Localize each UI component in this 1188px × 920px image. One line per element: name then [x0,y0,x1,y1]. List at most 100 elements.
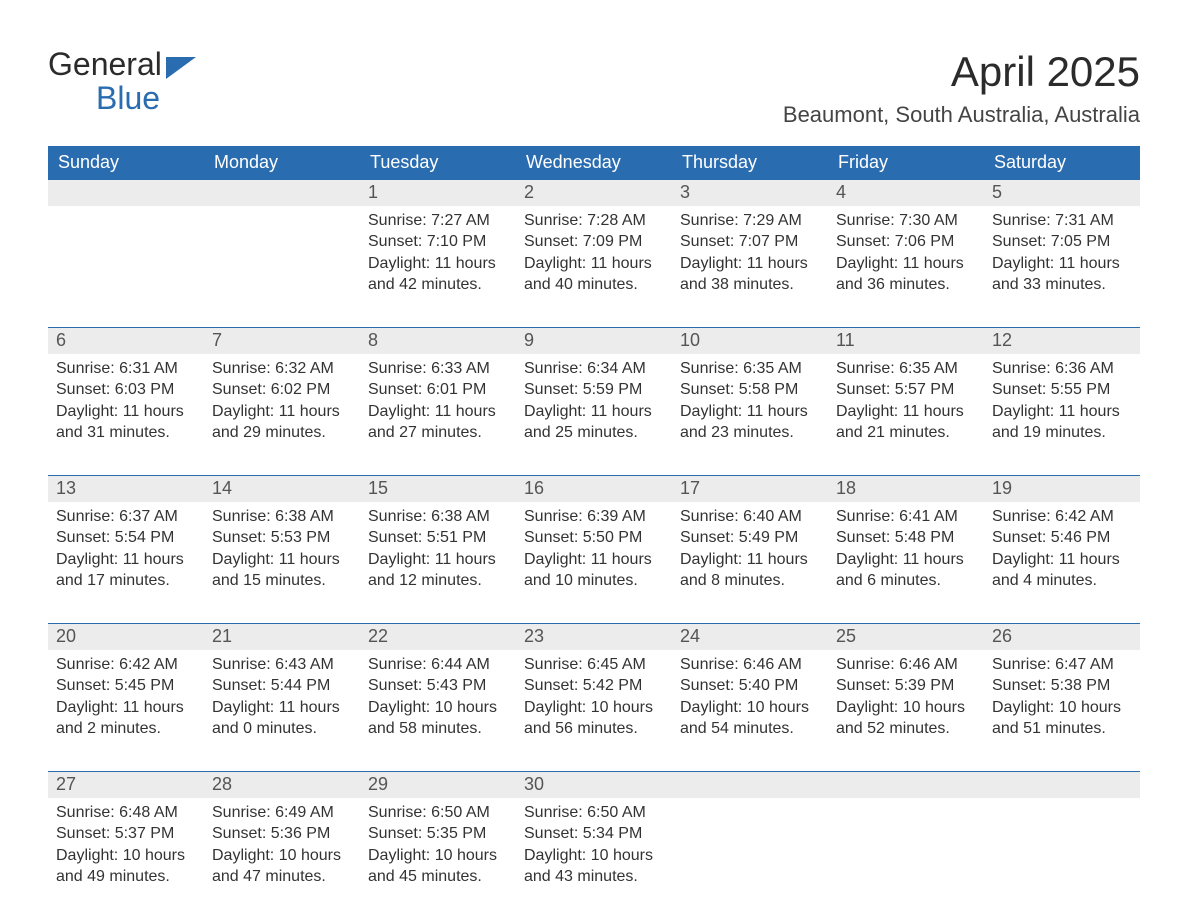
sunrise-text: Sunrise: 7:30 AM [836,210,976,232]
month-title: April 2025 [783,48,1140,96]
day-number: 7 [212,330,222,350]
day-number: 21 [212,626,232,646]
sunrise-text: Sunrise: 6:39 AM [524,506,664,528]
day-content-cell: Sunrise: 7:30 AMSunset: 7:06 PMDaylight:… [828,206,984,328]
daylight-text: Daylight: 11 hours and 6 minutes. [836,549,976,592]
day-number: 24 [680,626,700,646]
day-content-cell: Sunrise: 6:42 AMSunset: 5:45 PMDaylight:… [48,650,204,772]
day-number-cell: 26 [984,624,1140,650]
daylight-text: Daylight: 11 hours and 33 minutes. [992,253,1132,296]
day-number: 4 [836,182,846,202]
daylight-text: Daylight: 10 hours and 43 minutes. [524,845,664,888]
day-number: 29 [368,774,388,794]
sunset-text: Sunset: 6:03 PM [56,379,196,401]
sunset-text: Sunset: 6:02 PM [212,379,352,401]
sunrise-text: Sunrise: 6:46 AM [836,654,976,676]
day-number-cell: 30 [516,772,672,798]
day-number: 25 [836,626,856,646]
day-content-cell: Sunrise: 6:37 AMSunset: 5:54 PMDaylight:… [48,502,204,624]
day-number-cell: 7 [204,328,360,354]
daylight-text: Daylight: 10 hours and 56 minutes. [524,697,664,740]
sunrise-text: Sunrise: 6:38 AM [368,506,508,528]
daylight-text: Daylight: 11 hours and 42 minutes. [368,253,508,296]
sunrise-text: Sunrise: 7:27 AM [368,210,508,232]
sunset-text: Sunset: 7:09 PM [524,231,664,253]
day-content-cell: Sunrise: 6:32 AMSunset: 6:02 PMDaylight:… [204,354,360,476]
weekday-header: Wednesday [516,146,672,180]
day-number-cell: 21 [204,624,360,650]
day-content-cell: Sunrise: 6:45 AMSunset: 5:42 PMDaylight:… [516,650,672,772]
day-number: 3 [680,182,690,202]
weekday-header: Sunday [48,146,204,180]
sunrise-text: Sunrise: 6:50 AM [524,802,664,824]
day-number-cell [48,180,204,206]
day-content-cell: Sunrise: 6:44 AMSunset: 5:43 PMDaylight:… [360,650,516,772]
sunset-text: Sunset: 5:46 PM [992,527,1132,549]
sunrise-text: Sunrise: 6:42 AM [992,506,1132,528]
day-number-cell: 20 [48,624,204,650]
sunset-text: Sunset: 5:34 PM [524,823,664,845]
day-number-cell: 17 [672,476,828,502]
daylight-text: Daylight: 11 hours and 8 minutes. [680,549,820,592]
day-number-cell [828,772,984,798]
calendar-table: Sunday Monday Tuesday Wednesday Thursday… [48,146,1140,920]
day-number-cell: 16 [516,476,672,502]
daylight-text: Daylight: 11 hours and 40 minutes. [524,253,664,296]
sunset-text: Sunset: 5:54 PM [56,527,196,549]
logo-word2: Blue [96,82,160,116]
header: General Blue April 2025 Beaumont, South … [48,48,1140,138]
sunrise-text: Sunrise: 6:42 AM [56,654,196,676]
day-content-cell: Sunrise: 6:50 AMSunset: 5:34 PMDaylight:… [516,798,672,920]
daylight-text: Daylight: 11 hours and 23 minutes. [680,401,820,444]
day-content-cell: Sunrise: 6:48 AMSunset: 5:37 PMDaylight:… [48,798,204,920]
sunrise-text: Sunrise: 6:47 AM [992,654,1132,676]
daylight-text: Daylight: 10 hours and 49 minutes. [56,845,196,888]
content-row: Sunrise: 6:37 AMSunset: 5:54 PMDaylight:… [48,502,1140,624]
sunset-text: Sunset: 7:10 PM [368,231,508,253]
day-number: 18 [836,478,856,498]
day-number: 16 [524,478,544,498]
sunset-text: Sunset: 5:51 PM [368,527,508,549]
weekday-header: Tuesday [360,146,516,180]
sunset-text: Sunset: 6:01 PM [368,379,508,401]
day-number-cell: 8 [360,328,516,354]
day-content-cell: Sunrise: 6:40 AMSunset: 5:49 PMDaylight:… [672,502,828,624]
sunset-text: Sunset: 5:50 PM [524,527,664,549]
daylight-text: Daylight: 10 hours and 54 minutes. [680,697,820,740]
daylight-text: Daylight: 11 hours and 19 minutes. [992,401,1132,444]
day-number-cell [984,772,1140,798]
sunset-text: Sunset: 5:35 PM [368,823,508,845]
day-content-cell [984,798,1140,920]
day-number: 15 [368,478,388,498]
day-number: 11 [836,330,855,350]
sunrise-text: Sunrise: 6:35 AM [836,358,976,380]
day-number: 27 [56,774,76,794]
title-block: April 2025 Beaumont, South Australia, Au… [783,48,1140,138]
day-number-cell: 6 [48,328,204,354]
daynum-row: 27282930 [48,772,1140,798]
day-number-cell: 19 [984,476,1140,502]
sunrise-text: Sunrise: 6:45 AM [524,654,664,676]
day-number: 9 [524,330,534,350]
day-number-cell: 18 [828,476,984,502]
content-row: Sunrise: 6:31 AMSunset: 6:03 PMDaylight:… [48,354,1140,476]
day-content-cell: Sunrise: 6:47 AMSunset: 5:38 PMDaylight:… [984,650,1140,772]
day-number: 8 [368,330,378,350]
daynum-row: 20212223242526 [48,624,1140,650]
logo: General Blue [48,48,196,115]
day-content-cell [672,798,828,920]
day-number: 22 [368,626,388,646]
day-content-cell: Sunrise: 6:33 AMSunset: 6:01 PMDaylight:… [360,354,516,476]
sunrise-text: Sunrise: 6:41 AM [836,506,976,528]
day-content-cell: Sunrise: 7:31 AMSunset: 7:05 PMDaylight:… [984,206,1140,328]
daylight-text: Daylight: 11 hours and 15 minutes. [212,549,352,592]
sunset-text: Sunset: 5:40 PM [680,675,820,697]
day-number-cell: 15 [360,476,516,502]
day-content-cell: Sunrise: 6:49 AMSunset: 5:36 PMDaylight:… [204,798,360,920]
sunrise-text: Sunrise: 6:46 AM [680,654,820,676]
weekday-header-row: Sunday Monday Tuesday Wednesday Thursday… [48,146,1140,180]
content-row: Sunrise: 7:27 AMSunset: 7:10 PMDaylight:… [48,206,1140,328]
day-content-cell: Sunrise: 7:28 AMSunset: 7:09 PMDaylight:… [516,206,672,328]
day-number: 14 [212,478,232,498]
sunset-text: Sunset: 5:44 PM [212,675,352,697]
